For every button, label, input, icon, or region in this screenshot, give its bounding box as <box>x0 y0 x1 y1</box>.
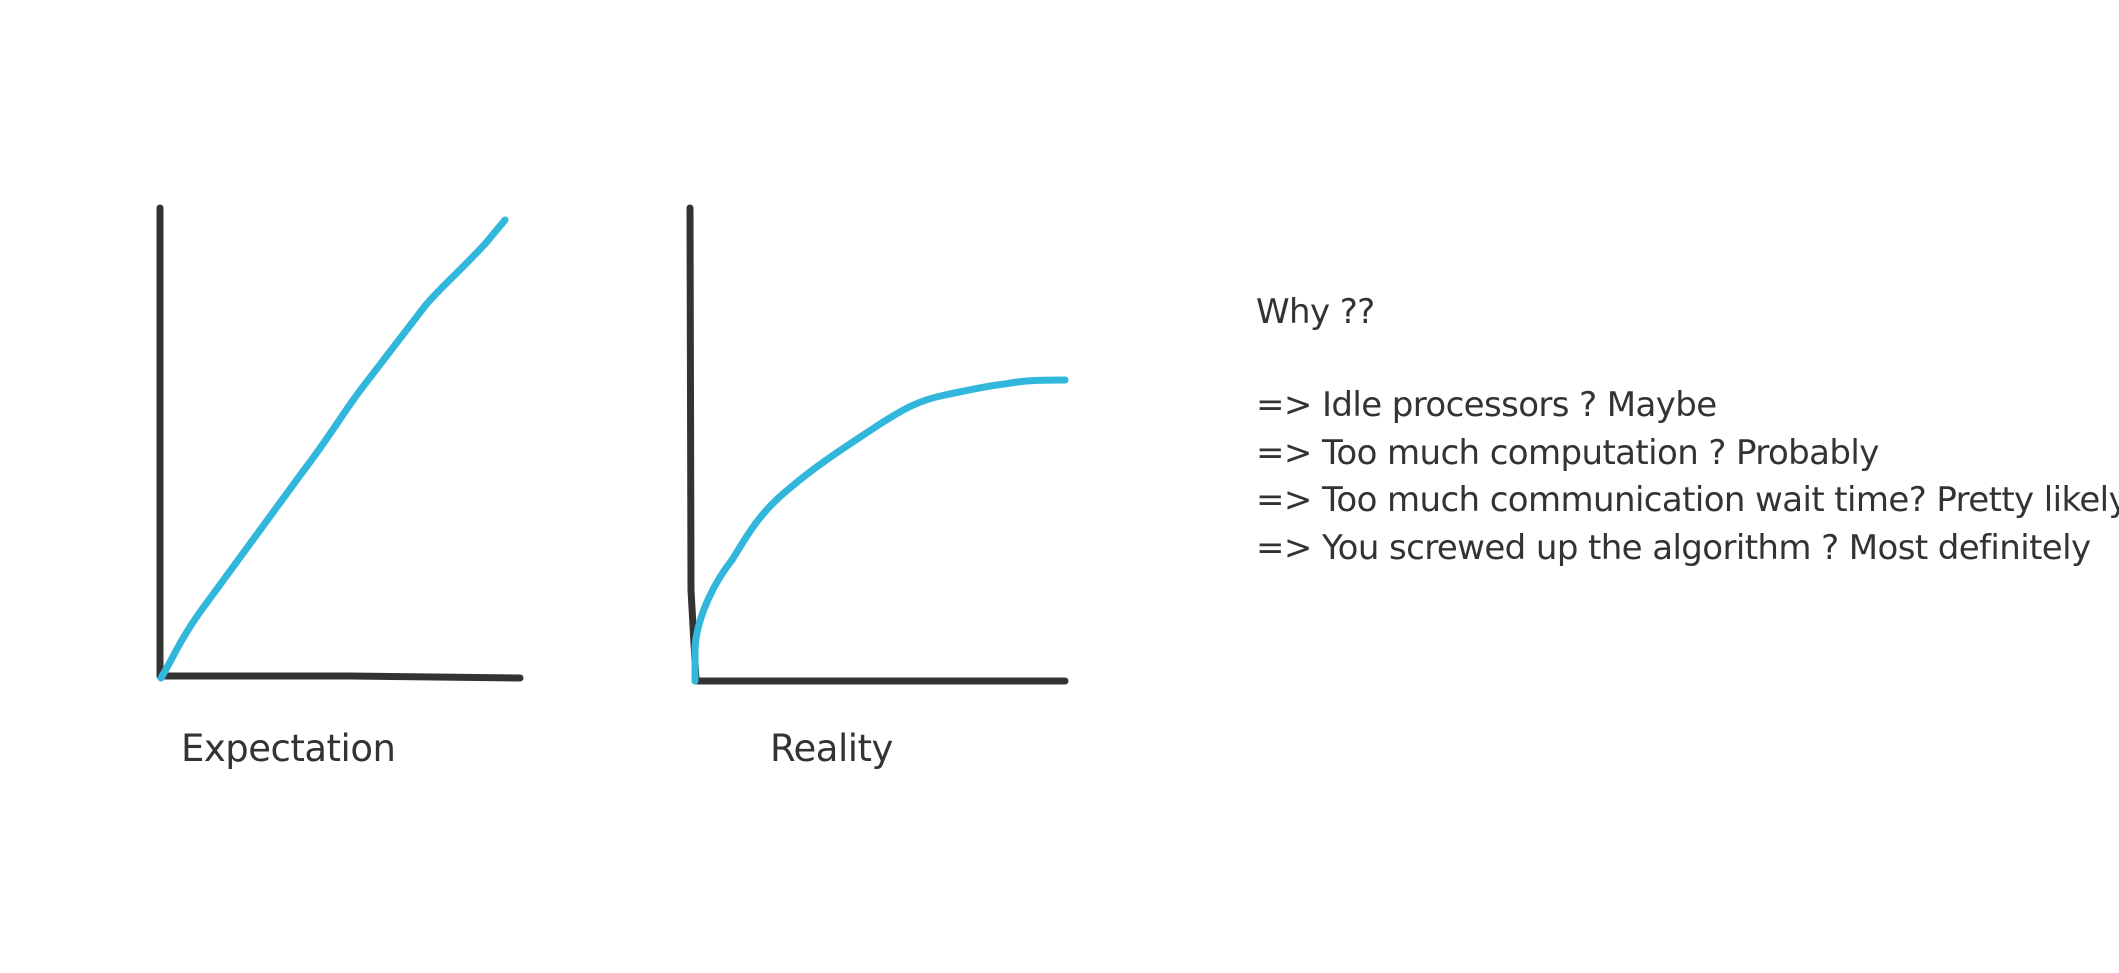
expectation-label: Expectation <box>181 727 396 770</box>
expectation-panel <box>156 204 524 682</box>
reality-curve <box>691 376 1069 685</box>
list-item: => Too much computation ? Probably <box>1256 432 1879 473</box>
reality-panel <box>686 204 1069 685</box>
list-item: => Idle processors ? Maybe <box>1256 385 1717 425</box>
expectation-curve <box>157 216 509 682</box>
list-item: => Too much communication wait time? Pre… <box>1256 480 2119 520</box>
notes-list: => Idle processors ? Maybe => Too much c… <box>1256 382 2119 572</box>
expectation-x-axis <box>156 672 524 682</box>
list-item: => You screwed up the algorithm ? Most d… <box>1256 527 2091 568</box>
notes-block: Why ?? => Idle processors ? Maybe => Too… <box>1256 288 2119 572</box>
notes-title: Why ?? <box>1256 292 1375 332</box>
reality-label: Reality <box>770 727 893 770</box>
reality-y-axis <box>686 204 700 684</box>
